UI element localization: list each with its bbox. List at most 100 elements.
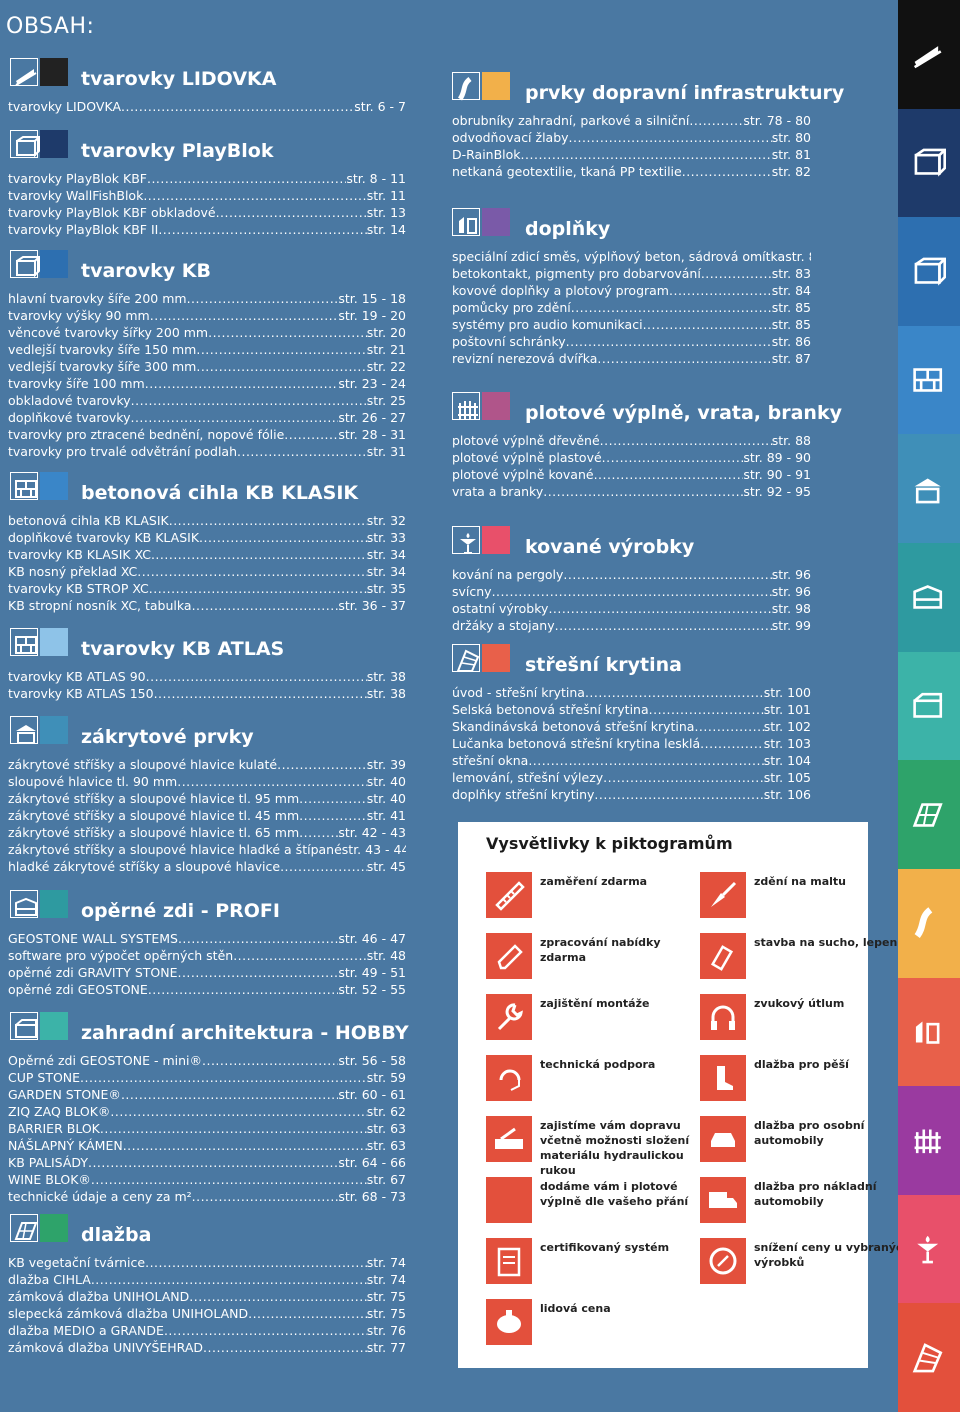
- toc-entry[interactable]: vedlejší tvarovky šíře 150 mm str. 21: [8, 341, 406, 358]
- toc-entry[interactable]: poštovní schránky str. 86: [452, 333, 811, 350]
- toc-entry[interactable]: Skandinávská betonová střešní krytina str…: [452, 718, 811, 735]
- toc-entry[interactable]: dlažba CIHLA str. 74: [8, 1271, 406, 1288]
- toc-entry[interactable]: sloupové hlavice tl. 90 mm str. 40: [8, 773, 406, 790]
- toc-entry[interactable]: KB vegetační tvárnice str. 74: [8, 1254, 406, 1271]
- toc-entry[interactable]: zákrytové stříšky a sloupové hlavice tl.…: [8, 807, 406, 824]
- toc-entry[interactable]: betonová cihla KB KLASIK str. 32: [8, 512, 406, 529]
- toc-entry[interactable]: plotové výplně dřevěné str. 88: [452, 432, 811, 449]
- dot-leader: [600, 432, 772, 449]
- toc-entry[interactable]: kování na pergoly str. 96: [452, 566, 811, 583]
- toc-entry[interactable]: tvarovky KB ATLAS 150 str. 38: [8, 685, 406, 702]
- toc-entry[interactable]: ostatní výrobky str. 98: [452, 600, 811, 617]
- toc-entry[interactable]: NÁŠLAPNÝ KÁMEN str. 63: [8, 1137, 406, 1154]
- toc-entry[interactable]: věncové tvarovky šířky 200 mm str. 20: [8, 324, 406, 341]
- section-tab[interactable]: [898, 543, 960, 652]
- legend-item: zajištění montáže: [486, 994, 696, 1052]
- toc-entry[interactable]: tvarovky KB STROP XC str. 35: [8, 580, 406, 597]
- section-tab[interactable]: [898, 1194, 960, 1304]
- toc-entry[interactable]: KB nosný překlad XC str. 34: [8, 563, 406, 580]
- section-tab[interactable]: [898, 651, 960, 761]
- toc-entry[interactable]: kovové doplňky a plotový program str. 84: [452, 282, 811, 299]
- entry-page: str. 62: [366, 1104, 406, 1119]
- toc-entry[interactable]: KB PALISÁDY str. 64 - 66: [8, 1154, 406, 1171]
- toc-entry[interactable]: hladké zákrytové stříšky a sloupové hlav…: [8, 858, 406, 875]
- toc-entry[interactable]: tvarovky pro trvalé odvětrání podlah str.…: [8, 443, 406, 460]
- toc-entry[interactable]: držáky a stojany str. 99: [452, 617, 811, 634]
- toc-entry[interactable]: opěrné zdi GEOSTONE str. 52 - 55: [8, 981, 406, 998]
- toc-entry[interactable]: zámková dlažba UNIVYŠEHRAD str. 77: [8, 1339, 406, 1356]
- toc-entry[interactable]: D-RainBlok str. 81: [452, 146, 811, 163]
- toc-entry[interactable]: obkladové tvarovky str. 25: [8, 392, 406, 409]
- section-tab[interactable]: [898, 217, 960, 326]
- toc-entry[interactable]: tvarovky WallFishBlok str. 11: [8, 187, 406, 204]
- section-tab[interactable]: [898, 108, 960, 218]
- toc-entry[interactable]: KB stropní nosník XC, tabulka str. 36 - 3…: [8, 597, 406, 614]
- toc-entry[interactable]: zákrytové stříšky a sloupové hlavice tl.…: [8, 790, 406, 807]
- toc-entry[interactable]: úvod - střešní krytina str. 100: [452, 684, 811, 701]
- entry-label: NÁŠLAPNÝ KÁMEN: [8, 1138, 123, 1153]
- toc-entry[interactable]: zámková dlažba UNIHOLAND str. 75: [8, 1288, 406, 1305]
- toc-entry[interactable]: Opěrné zdi GEOSTONE - mini® str. 56 - 58: [8, 1052, 406, 1069]
- toc-entry[interactable]: pomůcky pro zdění str. 85: [452, 299, 811, 316]
- toc-entry[interactable]: dlažba MEDIO a GRANDE str. 76: [8, 1322, 406, 1339]
- toc-entry[interactable]: doplňky střešní krytiny str. 106: [452, 786, 811, 803]
- toc-entry[interactable]: betokontakt, pigmenty pro dobarvování str…: [452, 265, 811, 282]
- toc-entry[interactable]: zákrytové stříšky a sloupové hlavice tl.…: [8, 824, 406, 841]
- toc-entry[interactable]: doplňkové tvarovky str. 26 - 27: [8, 409, 406, 426]
- toc-entry[interactable]: tvarovky šíře 100 mm str. 23 - 24: [8, 375, 406, 392]
- section-title: tvarovky KB: [81, 260, 211, 282]
- toc-entry[interactable]: střešní okna str. 104: [452, 752, 811, 769]
- entry-page: str. 28 - 31: [338, 427, 406, 442]
- toc-entry[interactable]: Lučanka betonová střešní krytina lesklá s…: [452, 735, 811, 752]
- toc-entry[interactable]: tvarovky pro ztracené bednění, nopové fó…: [8, 426, 406, 443]
- toc-entry[interactable]: plotové výplně kované str. 90 - 91: [452, 466, 811, 483]
- toc-entry[interactable]: CUP STONE str. 59: [8, 1069, 406, 1086]
- section-tab[interactable]: [898, 1086, 960, 1195]
- entry-label: CUP STONE: [8, 1070, 81, 1085]
- toc-entry[interactable]: BARRIER BLOK str. 63: [8, 1120, 406, 1137]
- toc-entry[interactable]: tvarovky PlayBlok KBF str. 8 - 11: [8, 170, 406, 187]
- toc-entry[interactable]: WINE BLOK® str. 67: [8, 1171, 406, 1188]
- toc-entry[interactable]: hlavní tvarovky šíře 200 mm str. 15 - 18: [8, 290, 406, 307]
- toc-entry[interactable]: tvarovky výšky 90 mm str. 19 - 20: [8, 307, 406, 324]
- section-tab[interactable]: [898, 977, 960, 1087]
- entry-page: str. 42 - 43: [338, 825, 406, 840]
- entry-label: tvarovky pro ztracené bednění, nopové fó…: [8, 427, 285, 442]
- section-tab[interactable]: [898, 868, 960, 978]
- toc-entry[interactable]: Selská betonová střešní krytina str. 101: [452, 701, 811, 718]
- legend-text: dodáme vám i plotové výplně dle vašeho p…: [540, 1180, 689, 1208]
- toc-entry[interactable]: speciální zdicí směs, výplňový beton, sá…: [452, 248, 811, 265]
- section-tab[interactable]: [898, 760, 960, 869]
- toc-entry[interactable]: netkaná geotextilie, tkaná PP textilie st…: [452, 163, 811, 180]
- toc-entry[interactable]: plotové výplně plastové str. 89 - 90: [452, 449, 811, 466]
- toc-entry[interactable]: GEOSTONE WALL SYSTEMS str. 46 - 47: [8, 930, 406, 947]
- entry-page: str. 75: [366, 1289, 406, 1304]
- toc-entry[interactable]: tvarovky PlayBlok KBF II str. 14: [8, 221, 406, 238]
- toc-entry[interactable]: lemování, střešní výlezy str. 105: [452, 769, 811, 786]
- toc-entry[interactable]: tvarovky KB ATLAS 90 str. 38: [8, 668, 406, 685]
- toc-entry[interactable]: vedlejší tvarovky šíře 300 mm str. 22: [8, 358, 406, 375]
- section-tab[interactable]: [898, 325, 960, 435]
- toc-entry[interactable]: odvodňovací žlaby str. 80: [452, 129, 811, 146]
- toc-entry[interactable]: doplňkové tvarovky KB KLASIK str. 33: [8, 529, 406, 546]
- toc-entry[interactable]: opěrné zdi GRAVITY STONE str. 49 - 51: [8, 964, 406, 981]
- toc-entry[interactable]: software pro výpočet opěrných stěn str. 4…: [8, 947, 406, 964]
- toc-entry[interactable]: GARDEN STONE® str. 60 - 61: [8, 1086, 406, 1103]
- section-tab[interactable]: [898, 1303, 960, 1412]
- toc-entry[interactable]: slepecká zámková dlažba UNIHOLAND str. 75: [8, 1305, 406, 1322]
- toc-entry[interactable]: svícny str. 96: [452, 583, 811, 600]
- toc-entry[interactable]: revizní nerezová dvířka str. 87: [452, 350, 811, 367]
- toc-entry[interactable]: technické údaje a ceny za m² str. 68 - 73: [8, 1188, 406, 1205]
- toc-entry[interactable]: zákrytové stříšky a sloupové hlavice hla…: [8, 841, 406, 858]
- section-tab[interactable]: [898, 434, 960, 544]
- toc-entry[interactable]: obrubníky zahradní, parkové a silniční st…: [452, 112, 811, 129]
- section-tab[interactable]: [898, 0, 960, 109]
- toc-entry[interactable]: vrata a branky str. 92 - 95: [452, 483, 811, 500]
- toc-entry[interactable]: systémy pro audio komunikaci str. 85: [452, 316, 811, 333]
- toc-entry[interactable]: zákrytové stříšky a sloupové hlavice kul…: [8, 756, 406, 773]
- entry-page: str. 41: [366, 808, 406, 823]
- toc-entry[interactable]: ZIQ ZAQ BLOK® str. 62: [8, 1103, 406, 1120]
- toc-entry[interactable]: tvarovky KB KLASIK XC str. 34: [8, 546, 406, 563]
- toc-entry[interactable]: tvarovky PlayBlok KBF obkladové str. 13: [8, 204, 406, 221]
- toc-entry[interactable]: tvarovky LIDOVKA str. 6 - 7: [8, 98, 406, 115]
